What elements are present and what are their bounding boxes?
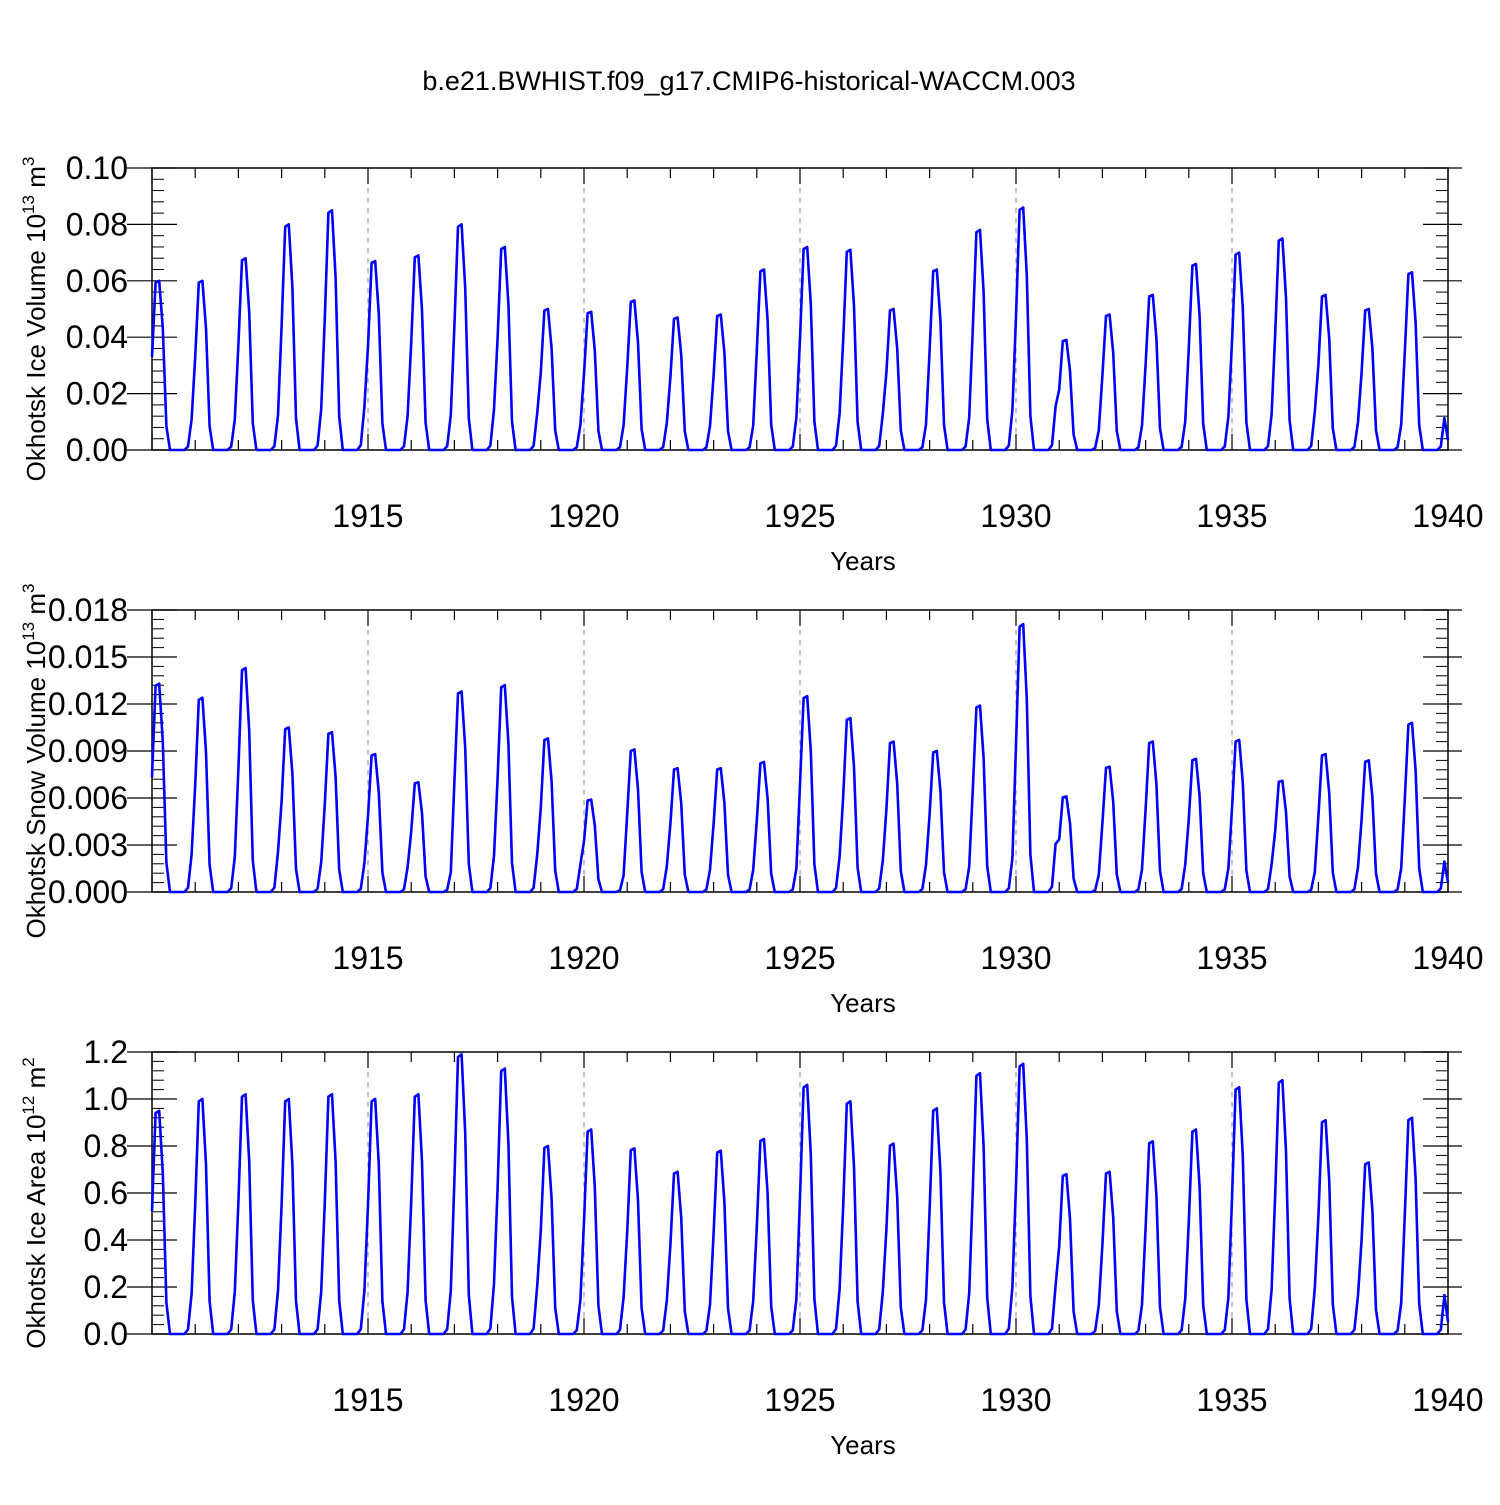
ylabel-ice-volume: Okhotsk Ice Volume 1013 m3 [19,157,51,482]
x-tick-label: 1920 [548,1382,619,1418]
x-tick-label: 1925 [764,498,835,534]
x-axis-label: Years [830,988,896,1018]
y-tick-label: 0.012 [48,686,128,722]
x-tick-label: 1915 [332,1382,403,1418]
y-tick-label: 0.00 [66,432,128,468]
x-tick-label: 1915 [332,498,403,534]
x-tick-label: 1930 [980,940,1051,976]
y-tick-label: 0.08 [66,206,128,242]
y-tick-label: 0.4 [84,1222,128,1258]
series-line [150,206,1450,452]
y-tick-label: 0.006 [48,780,128,816]
y-tick-label: 0.2 [84,1269,128,1305]
x-axis-label: Years [830,1430,896,1460]
x-tick-label: 1935 [1196,940,1267,976]
y-tick-label: 0.009 [48,733,128,769]
x-tick-label: 1925 [764,940,835,976]
y-tick-label: 0.0 [84,1316,128,1352]
y-tick-label: 0.000 [48,874,128,910]
y-tick-label: 1.0 [84,1081,128,1117]
y-tick-label: 1.2 [84,1034,128,1070]
y-tick-label: 0.04 [66,319,128,355]
x-tick-label: 1935 [1196,1382,1267,1418]
y-tick-label: 0.018 [48,592,128,628]
x-tick-label: 1940 [1412,498,1483,534]
series-line [150,1053,1450,1336]
ylabel-ice-area: Okhotsk Ice Area 1012 m2 [19,1057,51,1348]
y-tick-label: 0.003 [48,827,128,863]
y-tick-label: 0.6 [84,1175,128,1211]
x-tick-label: 1940 [1412,1382,1483,1418]
y-tick-label: 0.015 [48,639,128,675]
x-tick-label: 1915 [332,940,403,976]
y-tick-label: 0.10 [66,150,128,186]
figure-title: b.e21.BWHIST.f09_g17.CMIP6-historical-WA… [422,66,1075,96]
y-tick-label: 0.02 [66,376,128,412]
ylabel-snow-volume: Okhotsk Snow Volume 1013 m3 [19,584,51,939]
x-tick-label: 1920 [548,940,619,976]
y-tick-label: 0.06 [66,263,128,299]
x-tick-label: 1940 [1412,940,1483,976]
x-tick-label: 1930 [980,498,1051,534]
x-axis-label: Years [830,546,896,576]
x-tick-label: 1920 [548,498,619,534]
x-tick-label: 1925 [764,1382,835,1418]
y-tick-label: 0.8 [84,1128,128,1164]
x-tick-label: 1930 [980,1382,1051,1418]
x-tick-label: 1935 [1196,498,1267,534]
series-line [150,622,1450,894]
